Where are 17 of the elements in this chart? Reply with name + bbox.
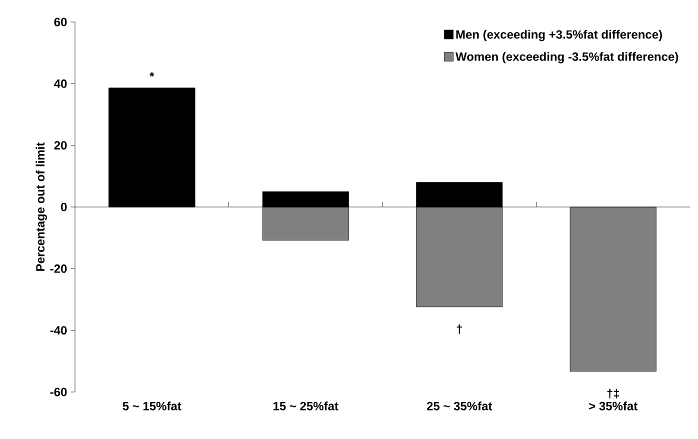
legend-label: Men (exceeding +3.5%fat difference) (456, 30, 662, 42)
x-tick-label: 15 ~ 25%fat (274, 402, 338, 410)
y-tick-label: 60 (54, 18, 67, 26)
annotation: †‡ (607, 388, 619, 398)
y-tick-label: -40 (50, 326, 67, 335)
y-tick-label: 20 (54, 141, 67, 150)
x-tick-label: 5 ~ 15%fat (122, 402, 182, 410)
y-tick-label: 40 (54, 79, 67, 88)
annotation: * (150, 72, 154, 77)
y-tick-label: 0 (60, 202, 67, 212)
x-tick-label: 25 ~ 35%fat (426, 402, 492, 410)
legend-label: Women (exceeding -3.5%fat difference) (456, 52, 678, 64)
x-tick-label: > 35%fat (589, 402, 638, 410)
y-tick-label: -60 (50, 388, 67, 396)
y-axis-title: Percentage out of limit (36, 142, 47, 271)
y-tick-label: -20 (50, 264, 67, 273)
annotation: † (456, 324, 462, 334)
